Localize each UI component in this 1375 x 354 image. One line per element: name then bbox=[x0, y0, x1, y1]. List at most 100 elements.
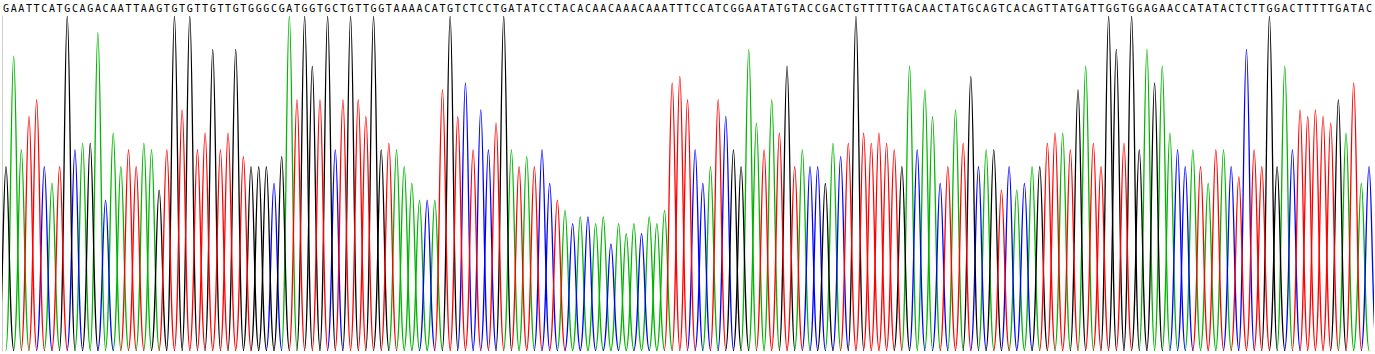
svg-text:C: C bbox=[608, 3, 614, 14]
svg-text:T: T bbox=[677, 3, 683, 14]
svg-text:G: G bbox=[1075, 3, 1081, 14]
svg-text:A: A bbox=[141, 3, 147, 14]
svg-text:G: G bbox=[279, 3, 285, 14]
svg-text:C: C bbox=[838, 3, 844, 14]
svg-text:T: T bbox=[1297, 3, 1303, 14]
svg-text:A: A bbox=[110, 3, 116, 14]
svg-text:A: A bbox=[80, 3, 86, 14]
svg-text:T: T bbox=[317, 3, 323, 14]
svg-text:A: A bbox=[1220, 3, 1226, 14]
svg-text:G: G bbox=[64, 3, 70, 14]
svg-text:C: C bbox=[1006, 3, 1012, 14]
svg-text:G: G bbox=[822, 3, 828, 14]
svg-text:A: A bbox=[148, 3, 154, 14]
svg-text:T: T bbox=[126, 3, 132, 14]
svg-text:T: T bbox=[884, 3, 890, 14]
svg-text:G: G bbox=[348, 3, 354, 14]
svg-text:T: T bbox=[386, 3, 392, 14]
svg-text:A: A bbox=[707, 3, 713, 14]
svg-text:T: T bbox=[217, 3, 223, 14]
svg-text:G: G bbox=[87, 3, 93, 14]
svg-text:C: C bbox=[271, 3, 277, 14]
svg-text:T: T bbox=[1251, 3, 1257, 14]
svg-text:A: A bbox=[646, 3, 652, 14]
svg-text:C: C bbox=[1243, 3, 1249, 14]
svg-text:A: A bbox=[394, 3, 400, 14]
svg-text:A: A bbox=[401, 3, 407, 14]
svg-text:G: G bbox=[853, 3, 859, 14]
svg-text:G: G bbox=[378, 3, 384, 14]
svg-text:C: C bbox=[478, 3, 484, 14]
svg-text:A: A bbox=[746, 3, 752, 14]
svg-text:G: G bbox=[501, 3, 507, 14]
svg-text:C: C bbox=[639, 3, 645, 14]
svg-text:T: T bbox=[1044, 3, 1050, 14]
svg-text:C: C bbox=[485, 3, 491, 14]
svg-text:A: A bbox=[1282, 3, 1288, 14]
svg-text:G: G bbox=[899, 3, 905, 14]
svg-text:A: A bbox=[1205, 3, 1211, 14]
svg-text:A: A bbox=[631, 3, 637, 14]
svg-text:C: C bbox=[424, 3, 430, 14]
svg-text:T: T bbox=[57, 3, 63, 14]
svg-text:T: T bbox=[1259, 3, 1265, 14]
svg-text:G: G bbox=[1152, 3, 1158, 14]
svg-text:T: T bbox=[845, 3, 851, 14]
svg-text:T: T bbox=[240, 3, 246, 14]
svg-text:C: C bbox=[1175, 3, 1181, 14]
svg-text:A: A bbox=[983, 3, 989, 14]
svg-text:G: G bbox=[263, 3, 269, 14]
svg-text:T: T bbox=[1067, 3, 1073, 14]
svg-text:A: A bbox=[1358, 3, 1364, 14]
svg-text:A: A bbox=[118, 3, 124, 14]
svg-text:G: G bbox=[3, 3, 9, 14]
svg-text:T: T bbox=[1098, 3, 1104, 14]
svg-text:A: A bbox=[1190, 3, 1196, 14]
svg-text:G: G bbox=[1335, 3, 1341, 14]
svg-text:A: A bbox=[1167, 3, 1173, 14]
svg-text:A: A bbox=[286, 3, 292, 14]
svg-text:T: T bbox=[776, 3, 782, 14]
svg-text:A: A bbox=[952, 3, 958, 14]
svg-text:C: C bbox=[1289, 3, 1295, 14]
svg-text:T: T bbox=[1351, 3, 1357, 14]
svg-text:A: A bbox=[524, 3, 530, 14]
svg-text:C: C bbox=[937, 3, 943, 14]
svg-text:A: A bbox=[1159, 3, 1165, 14]
svg-text:T: T bbox=[179, 3, 185, 14]
svg-text:G: G bbox=[371, 3, 377, 14]
svg-text:T: T bbox=[876, 3, 882, 14]
svg-text:G: G bbox=[1136, 3, 1142, 14]
svg-text:A: A bbox=[1029, 3, 1035, 14]
svg-text:T: T bbox=[470, 3, 476, 14]
svg-text:G: G bbox=[309, 3, 315, 14]
svg-text:T: T bbox=[998, 3, 1004, 14]
svg-text:A: A bbox=[18, 3, 24, 14]
svg-text:G: G bbox=[171, 3, 177, 14]
svg-text:G: G bbox=[156, 3, 162, 14]
svg-text:A: A bbox=[1343, 3, 1349, 14]
svg-text:T: T bbox=[1198, 3, 1204, 14]
svg-text:A: A bbox=[616, 3, 622, 14]
svg-text:G: G bbox=[210, 3, 216, 14]
svg-text:T: T bbox=[1213, 3, 1219, 14]
svg-text:A: A bbox=[1014, 3, 1020, 14]
svg-text:C: C bbox=[462, 3, 468, 14]
svg-text:T: T bbox=[493, 3, 499, 14]
svg-text:A: A bbox=[662, 3, 668, 14]
svg-text:T: T bbox=[516, 3, 522, 14]
svg-text:T: T bbox=[1236, 3, 1242, 14]
svg-text:T: T bbox=[225, 3, 231, 14]
svg-text:G: G bbox=[1274, 3, 1280, 14]
svg-text:T: T bbox=[363, 3, 369, 14]
svg-text:T: T bbox=[554, 3, 560, 14]
svg-text:A: A bbox=[753, 3, 759, 14]
svg-text:C: C bbox=[1021, 3, 1027, 14]
svg-text:T: T bbox=[1305, 3, 1311, 14]
svg-text:G: G bbox=[1037, 3, 1043, 14]
svg-text:G: G bbox=[1113, 3, 1119, 14]
svg-text:A: A bbox=[409, 3, 415, 14]
svg-text:A: A bbox=[49, 3, 55, 14]
svg-text:G: G bbox=[1129, 3, 1135, 14]
svg-text:T: T bbox=[194, 3, 200, 14]
